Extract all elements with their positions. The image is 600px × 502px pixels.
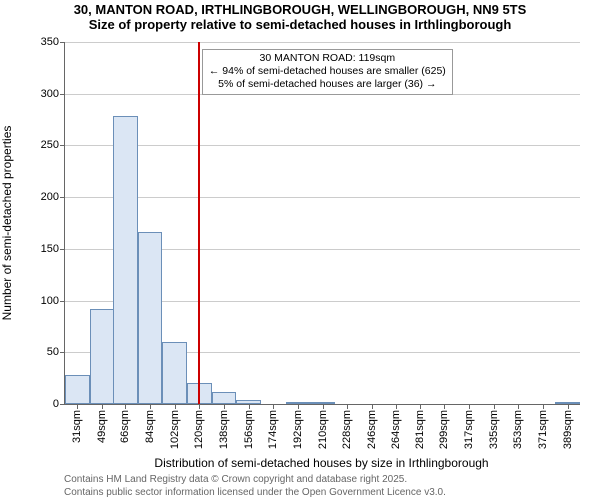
histogram-bar [236,400,261,404]
ytick-label: 300 [41,88,59,100]
xtick-label: 317sqm [463,410,475,449]
chart-title-line2: Size of property relative to semi-detach… [0,17,600,32]
histogram-bar [286,402,311,404]
y-axis-label: Number of semi-detached properties [0,113,14,333]
ytick-mark [60,94,65,95]
xtick-mark [568,404,569,409]
xtick-label: 228sqm [341,410,353,449]
footer-attribution: Contains HM Land Registry data © Crown c… [64,474,446,499]
annotation-box: 30 MANTON ROAD: 119sqm← 94% of semi-deta… [202,49,453,94]
xtick-mark [469,404,470,409]
xtick-mark [444,404,445,409]
xtick-mark [249,404,250,409]
ytick-label: 0 [53,398,59,410]
xtick-mark [224,404,225,409]
gridline [65,145,580,146]
ytick-label: 50 [47,346,59,358]
xtick-label: 66sqm [119,410,131,443]
ytick-mark [60,145,65,146]
annotation-line: ← 94% of semi-detached houses are smalle… [209,65,446,78]
histogram-bar [90,309,115,404]
ytick-label: 200 [41,191,59,203]
xtick-label: 156sqm [243,410,255,449]
chart-plot-area: 05010015020025030035031sqm49sqm66sqm84sq… [64,42,580,405]
histogram-bar [310,402,335,404]
xtick-mark [396,404,397,409]
histogram-bar [555,402,580,404]
xtick-mark [102,404,103,409]
histogram-bar [212,392,237,404]
histogram-bar [113,116,138,404]
xtick-mark [420,404,421,409]
xtick-label: 353sqm [512,410,524,449]
xtick-label: 31sqm [71,410,83,443]
gridline [65,197,580,198]
ytick-label: 100 [41,295,59,307]
xtick-label: 246sqm [366,410,378,449]
xtick-mark [298,404,299,409]
xtick-mark [543,404,544,409]
gridline [65,42,580,43]
xtick-label: 281sqm [414,410,426,449]
xtick-mark [518,404,519,409]
annotation-line: 5% of semi-detached houses are larger (3… [209,78,446,91]
xtick-mark [77,404,78,409]
ytick-mark [60,301,65,302]
xtick-label: 174sqm [267,410,279,449]
footer-line1: Contains HM Land Registry data © Crown c… [64,474,446,487]
ytick-mark [60,249,65,250]
xtick-label: 120sqm [193,410,205,449]
histogram-bar [138,232,163,404]
ytick-mark [60,42,65,43]
annotation-line: 30 MANTON ROAD: 119sqm [209,52,446,65]
ytick-label: 250 [41,139,59,151]
xtick-mark [494,404,495,409]
reference-line [198,42,200,404]
xtick-label: 264sqm [390,410,402,449]
xtick-mark [175,404,176,409]
xtick-label: 102sqm [169,410,181,449]
x-axis-label: Distribution of semi-detached houses by … [64,456,579,470]
ytick-mark [60,352,65,353]
xtick-mark [125,404,126,409]
xtick-label: 192sqm [292,410,304,449]
xtick-mark [347,404,348,409]
footer-line2: Contains public sector information licen… [64,487,446,500]
xtick-label: 138sqm [218,410,230,449]
ytick-label: 350 [41,36,59,48]
xtick-mark [273,404,274,409]
xtick-mark [323,404,324,409]
xtick-mark [150,404,151,409]
xtick-mark [372,404,373,409]
xtick-label: 389sqm [562,410,574,449]
xtick-label: 84sqm [144,410,156,443]
xtick-mark [199,404,200,409]
histogram-bar [65,375,90,404]
ytick-label: 150 [41,243,59,255]
xtick-label: 371sqm [537,410,549,449]
ytick-mark [60,197,65,198]
xtick-label: 299sqm [438,410,450,449]
xtick-label: 210sqm [317,410,329,449]
xtick-label: 49sqm [96,410,108,443]
ytick-mark [60,404,65,405]
histogram-bar [162,342,187,404]
xtick-label: 335sqm [488,410,500,449]
chart-title-line1: 30, MANTON ROAD, IRTHLINGBOROUGH, WELLIN… [0,2,600,17]
